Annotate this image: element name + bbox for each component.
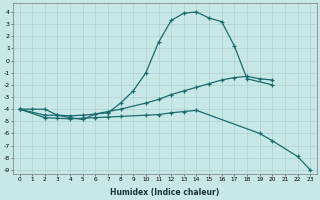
X-axis label: Humidex (Indice chaleur): Humidex (Indice chaleur) [110,188,220,197]
